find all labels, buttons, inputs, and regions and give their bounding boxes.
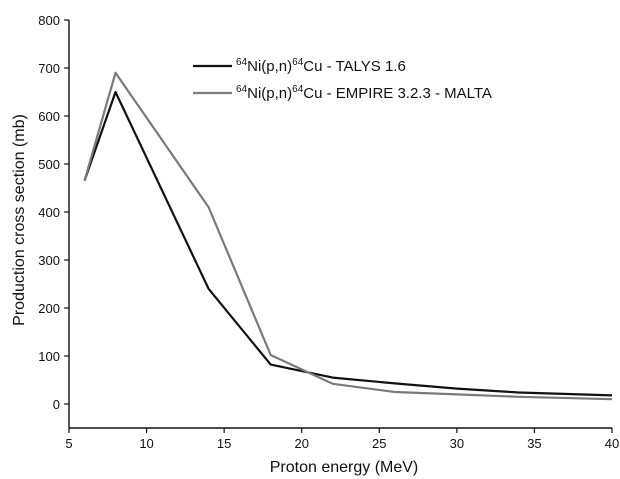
y-axis-title: Production cross section (mb) — [11, 114, 28, 326]
x-tick-label: 35 — [527, 436, 541, 451]
y-tick-label: 100 — [38, 349, 60, 364]
x-tick-label: 10 — [139, 436, 153, 451]
x-tick-label: 25 — [372, 436, 386, 451]
legend-label-empire: 64Ni(p,n)64Cu - EMPIRE 3.2.3 - MALTA — [236, 84, 492, 102]
series-line-1 — [83, 71, 613, 401]
legend-label-talys: 64Ni(p,n)64Cu - TALYS 1.6 — [236, 57, 406, 75]
x-tick-label: 20 — [294, 436, 308, 451]
y-tick-label: 0 — [53, 397, 60, 412]
y-tick-label: 200 — [38, 301, 60, 316]
x-tick-label: 40 — [605, 436, 619, 451]
y-tick-label: 600 — [38, 109, 60, 124]
y-tick-label: 500 — [38, 157, 60, 172]
x-tick-label: 30 — [450, 436, 464, 451]
series-line-0 — [83, 90, 613, 397]
x-tick-label: 15 — [217, 436, 231, 451]
x-axis-title: Proton energy (MeV) — [270, 459, 419, 476]
y-tick-label: 800 — [38, 13, 60, 28]
y-tick-label: 700 — [38, 61, 60, 76]
y-tick-label: 300 — [38, 253, 60, 268]
y-tick-label: 400 — [38, 205, 60, 220]
legend: 64Ni(p,n)64Cu - TALYS 1.6 64Ni(p,n)64Cu … — [193, 57, 492, 102]
x-tick-label: 5 — [65, 436, 72, 451]
